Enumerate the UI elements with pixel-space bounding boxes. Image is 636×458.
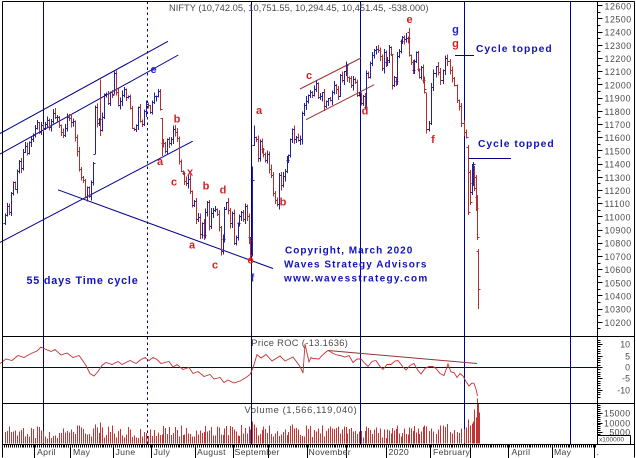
svg-text:June: June [116, 447, 136, 457]
svg-text:12200: 12200 [605, 54, 632, 64]
svg-text:10900: 10900 [605, 226, 632, 236]
svg-text:11600: 11600 [605, 133, 632, 143]
svg-text:2020: 2020 [389, 447, 410, 457]
svg-text:d: d [220, 185, 227, 197]
svg-text:a: a [189, 240, 196, 252]
svg-text:g: g [452, 24, 459, 36]
svg-text:c: c [171, 177, 177, 189]
svg-text:e: e [406, 14, 412, 26]
svg-text:Waves Strategy Advisors: Waves Strategy Advisors [284, 260, 427, 271]
svg-text:11000: 11000 [605, 212, 632, 222]
svg-text:12500: 12500 [605, 15, 632, 25]
svg-text:5: 5 [625, 352, 630, 362]
svg-text:May: May [554, 447, 572, 457]
svg-text:c: c [212, 260, 218, 272]
svg-text:0: 0 [625, 363, 630, 373]
svg-text:f: f [431, 134, 435, 146]
svg-text:b: b [174, 114, 181, 126]
svg-text:11100: 11100 [605, 199, 631, 209]
svg-text:g: g [452, 38, 459, 50]
svg-text:a: a [256, 105, 263, 117]
svg-text:September: September [235, 447, 280, 457]
svg-text:a: a [157, 156, 164, 168]
svg-text:Volume (1,566,119,040): Volume (1,566,119,040) [245, 405, 358, 415]
svg-text:5000: 5000 [609, 428, 630, 438]
svg-text:12100: 12100 [605, 67, 632, 77]
svg-text:-5: -5 [622, 374, 630, 384]
svg-text:12600: 12600 [605, 1, 632, 11]
svg-text:10800: 10800 [605, 239, 632, 249]
svg-text:NIFTY (10,742.05, 10,751.55, 1: NIFTY (10,742.05, 10,751.55, 10,294.45, … [169, 3, 428, 13]
svg-text:11700: 11700 [605, 120, 632, 130]
svg-text:c: c [306, 70, 312, 82]
svg-text:www.wavesstrategy.com: www.wavesstrategy.com [283, 274, 429, 285]
svg-text:12000: 12000 [605, 80, 632, 90]
svg-text:10: 10 [620, 340, 630, 350]
svg-text:10400: 10400 [605, 292, 632, 302]
svg-text:10300: 10300 [605, 305, 632, 315]
svg-text:11400: 11400 [605, 160, 632, 170]
svg-text:Cycle topped: Cycle topped [478, 139, 555, 150]
svg-text:x100000: x100000 [599, 437, 624, 444]
svg-text:55 days Time cycle: 55 days Time cycle [27, 275, 139, 287]
svg-text:August: August [197, 447, 226, 457]
svg-text:11800: 11800 [605, 107, 632, 117]
svg-text:15000: 15000 [604, 409, 630, 419]
svg-text:10000: 10000 [604, 419, 630, 429]
svg-text:11200: 11200 [605, 186, 632, 196]
svg-text:10600: 10600 [605, 265, 632, 275]
svg-text:b: b [203, 181, 210, 193]
svg-text:April: April [37, 447, 56, 457]
svg-text:e: e [150, 64, 156, 76]
svg-text:.: . [597, 447, 600, 457]
svg-text:May: May [73, 447, 91, 457]
svg-text:April: April [512, 447, 531, 457]
svg-text:July: July [154, 447, 171, 457]
svg-text:10200: 10200 [605, 318, 632, 328]
svg-text:10700: 10700 [605, 252, 632, 262]
svg-text:10500: 10500 [605, 278, 632, 288]
svg-text:Cycle topped: Cycle topped [476, 44, 553, 55]
svg-text:12300: 12300 [605, 41, 632, 51]
svg-text:February: February [433, 447, 471, 457]
svg-text:b: b [280, 197, 287, 209]
svg-text:11300: 11300 [605, 173, 632, 183]
svg-text:-10: -10 [617, 386, 630, 396]
svg-text:Copyright, March 2020: Copyright, March 2020 [285, 246, 413, 257]
svg-text:11500: 11500 [605, 146, 632, 156]
svg-text:d: d [362, 106, 369, 118]
svg-text:x: x [187, 167, 194, 179]
svg-text:12400: 12400 [605, 28, 632, 38]
svg-text:November: November [309, 447, 351, 457]
svg-text:e: e [247, 255, 253, 267]
svg-text:Price ROC (-13.1636): Price ROC (-13.1636) [251, 338, 348, 348]
svg-text:f: f [251, 273, 255, 285]
svg-text:11900: 11900 [605, 94, 632, 104]
